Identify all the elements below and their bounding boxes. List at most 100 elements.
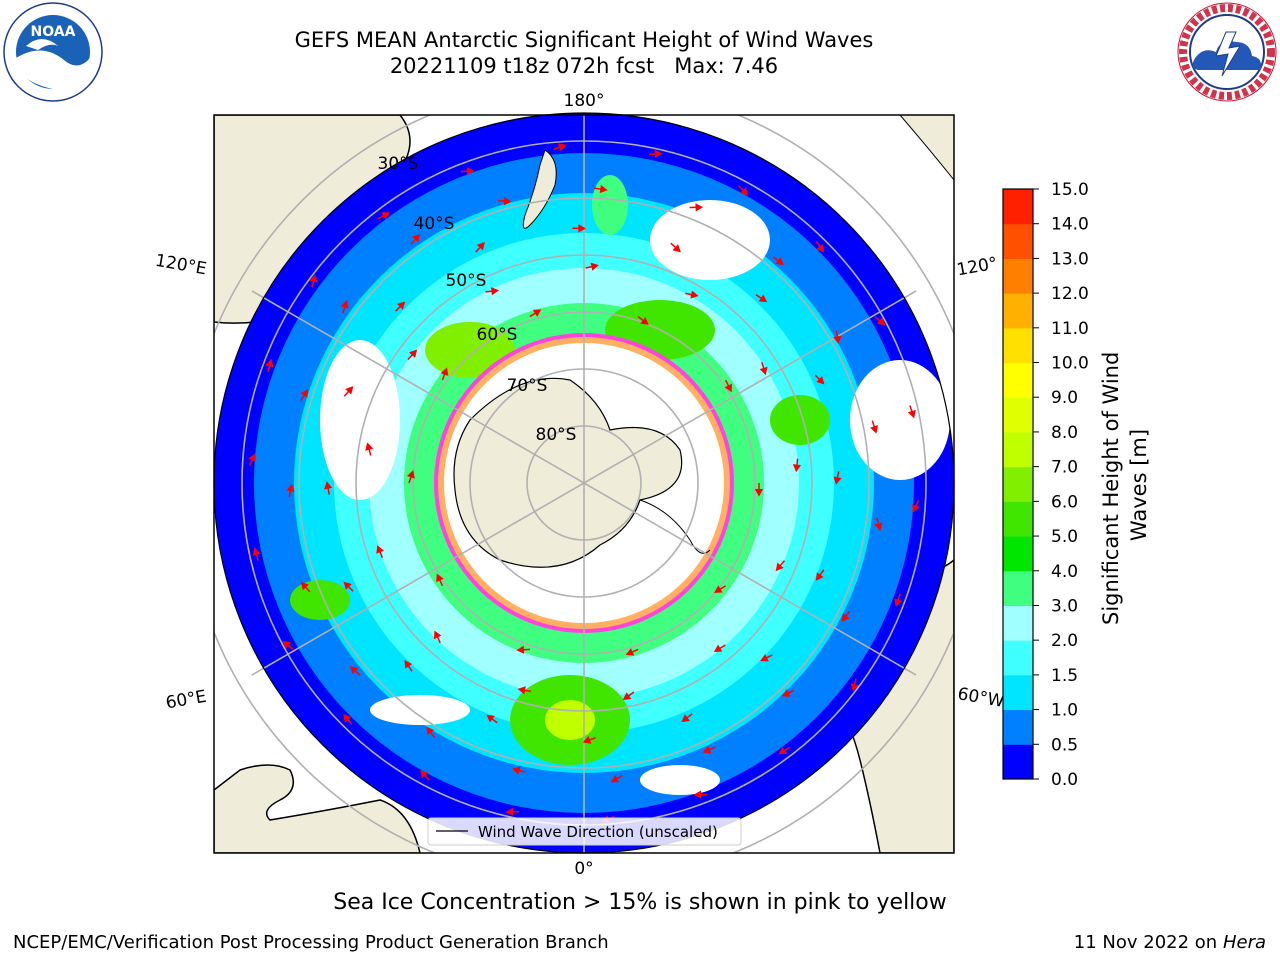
colorbar-tick-label: 7.0	[1051, 458, 1078, 478]
wind-arrow-head	[516, 645, 525, 654]
wind-arrow-head	[476, 241, 485, 251]
wind-arrow-head	[349, 666, 359, 675]
colorbar-segment	[1003, 640, 1033, 676]
lat-label-30: 30°S	[378, 154, 419, 174]
colorbar-segment	[1003, 605, 1033, 641]
wind-arrow-head	[625, 648, 635, 656]
colorbar-segment	[1003, 258, 1033, 294]
wind-arrow-head	[622, 692, 632, 700]
lat-label-60: 60°S	[477, 325, 518, 345]
colorbar-tick-label: 5.0	[1051, 527, 1078, 547]
wind-arrow-head	[739, 187, 749, 196]
wind-arrow-head	[894, 598, 903, 607]
wind-arrow-head	[286, 483, 295, 492]
wind-arrow-head	[343, 581, 352, 590]
title-line-2: 20221109 t18z 072h fcst Max: 7.46	[389, 54, 779, 78]
lat-label-80: 80°S	[536, 425, 577, 445]
colorbar-segment	[1003, 536, 1033, 572]
map-legend: Wind Wave Direction (unscaled)	[427, 817, 742, 846]
graticule	[214, 115, 954, 853]
colorbar-tick-label: 6.0	[1051, 492, 1078, 512]
wind-arrow-head	[775, 562, 784, 572]
wind-arrow-head	[724, 383, 732, 393]
wind-arrow-head	[340, 300, 349, 309]
wind-arrow-head	[907, 409, 916, 419]
wind-arrow-head	[486, 714, 495, 723]
wind-arrow-head	[758, 294, 768, 303]
wind-arrow-head	[713, 585, 723, 593]
lon-label-upper-left: 120°E	[154, 251, 208, 280]
lat-label-50: 50°S	[446, 271, 487, 291]
wind-arrow-head	[436, 573, 444, 583]
colorbar-segment	[1003, 223, 1033, 259]
wind-arrow-head	[309, 274, 318, 283]
colorbar-segment	[1003, 501, 1033, 537]
wind-arrows	[248, 143, 920, 823]
wind-arrow-head	[876, 317, 886, 326]
colorbar-segment	[1003, 466, 1033, 502]
wind-arrow-head	[517, 686, 526, 695]
wind-arrow-head	[248, 453, 256, 463]
colorbar-tick-label: 0.5	[1051, 735, 1078, 755]
wind-arrow-head	[381, 212, 391, 220]
sea-ice-note: Sea Ice Concentration > 15% is shown in …	[333, 890, 947, 915]
lon-label-lower-left: 60°E	[164, 687, 208, 714]
wind-arrow-head	[532, 309, 542, 317]
wind-arrow-head	[874, 522, 883, 531]
wind-arrow-head	[775, 257, 784, 266]
wind-arrow-head	[781, 689, 791, 697]
wind-arrow-head	[282, 640, 291, 649]
wind-arrow-head	[833, 476, 842, 485]
wind-arrow-head	[433, 630, 442, 640]
wind-arrow-head	[376, 545, 384, 554]
wind-arrow-head	[912, 503, 920, 513]
colorbar-tick-label: 1.0	[1051, 701, 1078, 721]
wind-arrow-head	[412, 233, 421, 243]
wind-arrow-head	[300, 389, 309, 398]
footer-date: 11 Nov 2022 on Hera	[1074, 932, 1266, 953]
colorbar-tick-label: 0.0	[1051, 770, 1078, 790]
wind-arrow-head	[833, 335, 842, 344]
wind-arrow-head	[505, 807, 514, 816]
noaa-text: NOAA	[31, 24, 76, 40]
wind-arrow-head	[816, 244, 825, 253]
wind-arrow-head	[343, 713, 352, 723]
page-title: GEFS MEAN Antarctic Significant Height o…	[0, 27, 1168, 79]
wind-arrow-head	[759, 366, 768, 376]
colorbar-tick-label: 15.0	[1051, 180, 1089, 200]
wind-arrow-head	[850, 683, 859, 692]
wind-arrow-head	[681, 714, 690, 723]
colorbar-tick-label: 2.0	[1051, 631, 1078, 651]
lon-label-upper-right: 120°	[955, 254, 999, 281]
colorbar-segment	[1003, 431, 1033, 468]
wind-arrow-head	[654, 149, 663, 159]
wind-arrow-head	[503, 197, 512, 206]
wind-arrow-head	[420, 769, 429, 779]
colorbar-label: Significant Height of Wind Waves [m]	[1099, 345, 1151, 625]
colorbar-segment	[1003, 189, 1033, 225]
wind-arrow-head	[466, 167, 475, 176]
wind-arrow-head	[792, 464, 802, 473]
wind-arrow-head	[816, 376, 825, 385]
africa-land	[214, 764, 421, 853]
noaa-logo: NOAA	[3, 2, 103, 102]
lon-label-bottom: 0°	[574, 859, 593, 879]
colorbar-segment	[1003, 397, 1033, 433]
wind-arrow-head	[365, 442, 374, 451]
footer-machine: Hera	[1222, 932, 1266, 953]
colorbar-tick-label: 12.0	[1051, 284, 1089, 304]
wind-arrow-head	[870, 425, 879, 434]
wind-arrow-head	[300, 581, 309, 591]
wind-arrow-head	[693, 790, 702, 799]
wind-arrow-head	[815, 572, 824, 581]
wind-arrow-head	[582, 735, 592, 744]
wind-arrow-head	[599, 184, 608, 194]
wind-arrow-head	[695, 203, 704, 212]
wind-arrow-head	[408, 349, 418, 358]
colorbar-segment	[1003, 293, 1033, 329]
lat-label-40: 40°S	[414, 214, 455, 234]
colorbar-tick-label: 1.5	[1051, 666, 1078, 686]
map-frame	[213, 114, 955, 854]
colorbar-tick-label: 3.0	[1051, 596, 1078, 616]
